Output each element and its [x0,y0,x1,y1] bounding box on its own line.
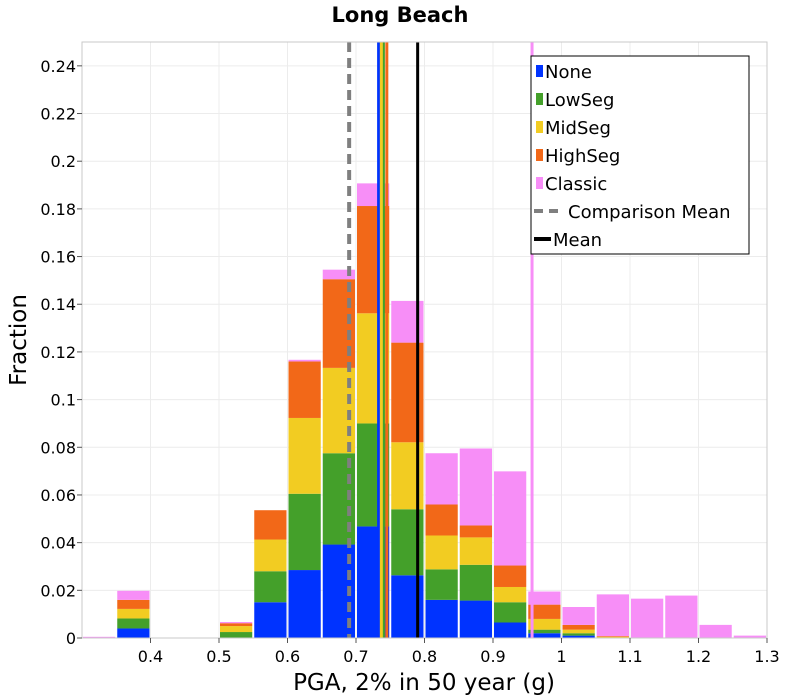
bar-highseg-6 [288,361,321,418]
y-tick-label: 0.04 [40,534,76,553]
y-tick-label: 0.08 [40,438,76,457]
bar-lowseg-12 [494,602,527,623]
bar-highseg-13 [528,604,561,619]
bar-classic-15 [596,594,629,637]
x-tick-label: 1.3 [754,647,779,666]
bar-lowseg-1 [117,618,150,629]
bar-classic-0 [83,636,116,638]
bar-midseg-5 [254,539,287,572]
bar-none-14 [562,635,595,638]
y-tick-label: 0.02 [40,581,76,600]
bar-classic-14 [562,607,595,625]
bar-highseg-14 [562,624,595,630]
bar-classic-10 [425,453,458,505]
bar-none-13 [528,633,561,638]
y-tick-label: 0.14 [40,295,76,314]
legend-swatch-midseg [536,121,543,133]
bar-midseg-13 [528,618,561,630]
bar-classic-4 [220,622,253,624]
bar-lowseg-10 [425,569,458,600]
bar-none-11 [459,600,492,638]
y-tick-label: 0.1 [51,391,76,410]
y-ticks: 0 0.02 0.04 0.06 0.08 0.1 0.12 0.14 0.16 0.18 0.2 0… [40,57,82,648]
legend-swatch-none [536,65,543,77]
legend-label-mean: Mean [553,230,602,251]
x-axis-label: PGA, 2% in 50 year (g) [293,670,555,696]
bar-lowseg-5 [254,571,287,603]
x-tick-label: 0.9 [480,647,505,666]
bar-none-12 [494,622,527,638]
y-tick-label: 0.24 [40,57,76,76]
bar-highseg-12 [494,565,527,587]
bar-classic-11 [459,448,492,526]
x-ticks: 0.4 0.5 0.6 0.7 0.8 0.9 1 1.1 1.2 1.3 [138,638,780,666]
bar-midseg-15 [596,636,629,638]
bar-highseg-5 [254,510,287,540]
bar-lowseg-6 [288,493,321,571]
bar-classic-16 [631,598,664,638]
y-tick-label: 0 [66,629,76,648]
bar-none-5 [254,602,287,638]
bar-classic-19 [733,635,766,638]
y-tick-label: 0.18 [40,200,76,219]
bar-classic-18 [699,624,732,638]
x-tick-label: 0.6 [275,647,300,666]
bar-lowseg-13 [528,629,561,634]
bar-lowseg-14 [562,633,595,636]
y-tick-label: 0.12 [40,343,76,362]
bar-highseg-10 [425,504,458,536]
bar-classic-13 [528,591,561,605]
x-tick-label: 1 [556,647,566,666]
bar-lowseg-4 [220,632,253,638]
legend-label-none: None [545,62,592,83]
legend-swatch-classic [536,177,543,189]
y-tick-label: 0.22 [40,105,76,124]
bar-lowseg-11 [459,564,492,601]
bar-midseg-4 [220,626,253,633]
bar-classic-6 [288,359,321,362]
bar-highseg-11 [459,525,492,538]
chart-title: Long Beach [332,3,469,27]
x-tick-label: 0.7 [343,647,368,666]
bar-midseg-12 [494,586,527,603]
bar-midseg-6 [288,417,321,494]
legend-swatch-highseg [536,149,543,161]
bar-midseg-1 [117,608,150,619]
bar-midseg-10 [425,535,458,570]
bar-classic-7 [322,269,355,280]
legend-label-lowseg: LowSeg [545,90,614,111]
legend: None LowSeg MidSeg HighSeg Classic Comparison… [530,55,750,255]
bar-none-10 [425,599,458,638]
x-tick-label: 1.2 [686,647,711,666]
x-tick-label: 0.4 [138,647,163,666]
y-tick-label: 0.16 [40,248,76,267]
bar-highseg-15 [596,636,629,637]
y-axis-label: Fraction [6,294,32,386]
bar-none-6 [288,570,321,638]
y-tick-label: 0.06 [40,486,76,505]
legend-label-classic: Classic [545,174,607,195]
y-tick-label: 0.2 [51,152,76,171]
bar-midseg-14 [562,629,595,634]
legend-label-comparison-mean: Comparison Mean [568,202,731,223]
x-tick-label: 0.5 [206,647,231,666]
bar-highseg-1 [117,599,150,609]
legend-box [530,55,750,255]
x-tick-label: 0.8 [412,647,437,666]
legend-swatch-lowseg [536,93,543,105]
legend-label-midseg: MidSeg [545,118,611,139]
bar-classic-12 [494,471,527,566]
legend-label-highseg: HighSeg [545,146,620,167]
bar-classic-1 [117,590,150,600]
bar-midseg-11 [459,537,492,565]
bar-classic-17 [665,595,698,638]
bar-none-1 [117,628,150,638]
x-tick-label: 1.1 [617,647,642,666]
bar-highseg-4 [220,623,253,627]
